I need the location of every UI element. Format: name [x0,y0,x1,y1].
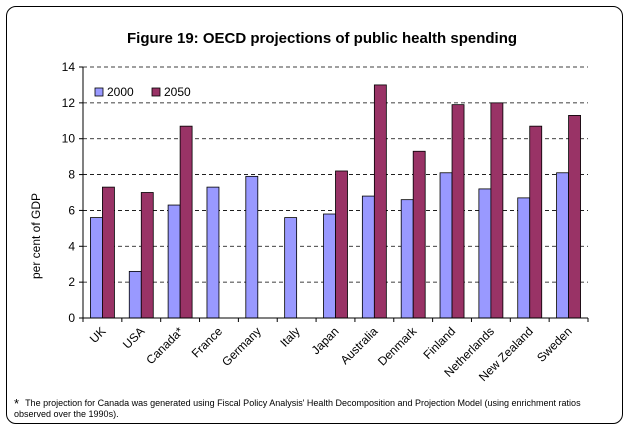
x-category-label: Italy [277,324,302,349]
x-category-label: Denmark [375,324,420,369]
y-tick-label: 2 [68,275,75,289]
bar-2050 [529,125,543,319]
x-category-label: USA [120,324,147,351]
x-category-label: Finland [420,324,458,362]
x-category-label: France [189,324,226,361]
bar-2000 [206,186,220,319]
y-tick-label: 12 [62,96,76,110]
y-tick-label: 8 [68,168,75,182]
y-tick-label: 14 [62,60,76,74]
x-category-label: Japan [309,324,342,357]
bar-2000 [90,217,103,319]
bar-2000 [361,195,375,319]
y-tick-label: 4 [68,239,75,253]
y-axis-label: per cent of GDP [29,193,43,279]
bar-2000 [517,197,531,319]
bar-2000 [478,188,492,319]
bar-2050 [451,104,465,319]
legend-swatch-2000 [94,87,104,97]
bar-2000 [245,175,259,319]
chart-title: Figure 19: OECD projections of public he… [127,30,517,47]
x-category-label: Canada* [143,324,186,367]
x-category-label: Sweden [534,324,575,365]
bar-2000 [323,213,336,319]
bar-2000 [439,172,453,319]
bar-2000 [167,204,181,319]
bar-2050 [568,115,581,319]
bar-2000 [400,199,414,319]
footnote-text: The projection for Canada was generated … [14,398,581,419]
footnote: * The projection for Canada was generated… [14,396,614,420]
x-category-label: Germany [219,324,264,369]
x-category-label: Australia [338,324,381,367]
bar-2050 [140,192,154,319]
y-tick-label: 6 [68,203,75,217]
y-tick-label: 10 [62,132,76,146]
footnote-marker: * [14,396,20,411]
legend-label: 2050 [164,85,191,99]
bar-2000 [128,270,142,319]
bar-2050 [335,170,348,319]
bar-2050 [373,84,387,319]
legend-label: 2000 [107,85,134,99]
bar-2000 [556,172,569,319]
y-tick-label: 0 [68,311,75,325]
legend-swatch-2050 [151,87,161,97]
bar-2050 [102,186,115,319]
bar-2000 [284,217,298,319]
x-category-label: UK [87,324,109,346]
bar-2050 [412,150,426,319]
bar-2050 [179,125,193,319]
bar-2050 [490,102,504,319]
